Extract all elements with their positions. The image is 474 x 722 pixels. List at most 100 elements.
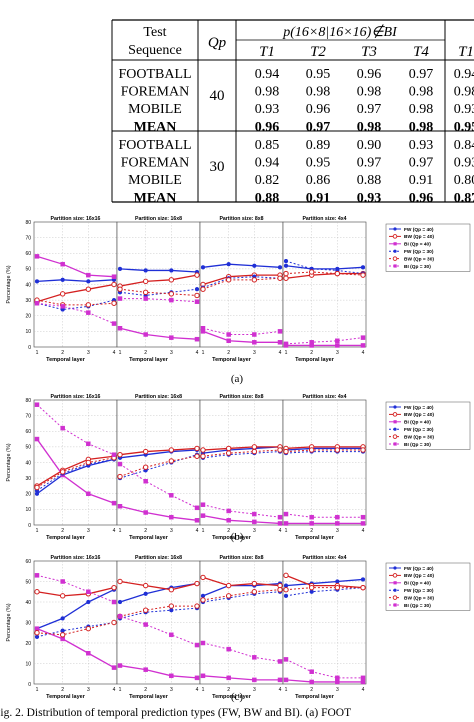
- series-line-BI30: [119, 463, 198, 509]
- data-point-BI40: [194, 675, 200, 681]
- table-cell: 0.88: [255, 191, 280, 206]
- data-point-BI30: [194, 505, 200, 511]
- data-point-BI30: [169, 297, 174, 303]
- header-col-4: T4: [413, 44, 429, 60]
- series-line-FW30: [285, 587, 364, 597]
- data-point-BW30: [251, 448, 258, 455]
- data-point-BI40: [309, 521, 314, 526]
- series-line-BI40: [119, 505, 198, 521]
- data-point-BI30: [226, 508, 231, 514]
- legend-entry: BI (Qp = 30): [404, 603, 431, 609]
- series-line-BW30: [119, 605, 197, 617]
- data-point-BW30: [283, 448, 289, 455]
- data-point-BI30: [283, 657, 289, 662]
- legend-entry: BI (Qp = 30): [404, 264, 431, 270]
- y-tick-label: 0: [28, 345, 31, 351]
- series-line-BW40: [202, 576, 281, 587]
- panel-2: Partition size: 16x8 1 2 3 4 Temporal layer: [116, 555, 201, 700]
- series-line-BW40: [202, 274, 280, 286]
- legend-swatch-marker: [393, 588, 397, 592]
- table-cell: 0.98: [357, 120, 382, 135]
- x-tick-label: 4: [362, 350, 365, 356]
- legend-entry: FW (Qp = 30): [404, 588, 434, 594]
- data-point-BW30: [168, 458, 175, 464]
- series-line-BW30: [202, 449, 281, 457]
- data-point-BI40: [60, 636, 65, 642]
- results-table-svg: Test Sequence Qp p(16×8|16×16)∉BI T1 T2 T3 T4 T1…: [111, 19, 474, 206]
- data-point-BW30: [277, 447, 283, 453]
- table-cell: 0.96: [255, 120, 280, 135]
- x-axis-label: Temporal layer: [295, 535, 335, 541]
- data-point-BW40: [168, 277, 175, 283]
- series-line-BI30: [36, 404, 115, 456]
- figure-caption: Fig. 2. Distribution of temporal predict…: [0, 707, 351, 719]
- x-tick-label: 1: [119, 528, 122, 534]
- row-sequence: MOBILE: [128, 173, 182, 188]
- table-cell: 0.97: [409, 67, 434, 82]
- legend-entry: BW (Qp = 30): [404, 256, 434, 262]
- data-point-BW30: [117, 286, 123, 292]
- legend-entry: FW (Qp = 30): [404, 427, 434, 433]
- legend-swatch-marker: [393, 427, 397, 431]
- table-cell: 0.97: [409, 156, 434, 171]
- series-line-FW30: [285, 260, 364, 275]
- x-tick-label: 2: [144, 528, 147, 534]
- x-axis-label: Temporal layer: [129, 694, 169, 700]
- panel-title: Partition size: 4x4: [302, 216, 346, 222]
- data-point-BI30: [111, 321, 117, 326]
- data-point-BW30: [334, 270, 341, 277]
- table-cell: 0.80: [454, 173, 474, 188]
- panel-title: Partition size: 8x8: [219, 555, 263, 561]
- x-tick-label: 1: [36, 687, 39, 693]
- x-tick-label: 1: [202, 528, 205, 534]
- data-point-BW30: [142, 607, 149, 613]
- x-axis-label: Temporal layer: [212, 535, 252, 541]
- data-point-BW40: [194, 445, 200, 452]
- legend-box: [385, 401, 471, 450]
- data-point-BI40: [360, 679, 366, 685]
- table-cell: 0.98: [306, 85, 331, 100]
- panel-title: Partition size: 8x8: [219, 394, 263, 400]
- table-cell: 0.96: [409, 191, 434, 206]
- x-axis-label: Temporal layer: [295, 357, 335, 363]
- data-point-BI30: [34, 402, 40, 407]
- table-cell: 0.91: [409, 173, 434, 188]
- data-point-BI40: [335, 679, 340, 685]
- data-point-BW40: [168, 447, 175, 453]
- panel-title: Partition size: 16x8: [135, 555, 182, 561]
- data-point-BW40: [34, 589, 40, 595]
- qp-value-40: 40: [210, 88, 225, 104]
- legend-entry: BI (Qp = 40): [404, 242, 431, 248]
- legend-swatch-marker: [393, 420, 397, 424]
- y-tick-label: 40: [25, 282, 31, 288]
- series-line-BW40: [119, 274, 198, 287]
- data-point-BW30: [200, 597, 206, 603]
- series-line-FW30: [202, 591, 281, 603]
- data-point-BI30: [252, 332, 257, 337]
- legend-box: [385, 562, 471, 611]
- table-cell: 0.82: [255, 173, 280, 188]
- data-point-BW40: [111, 281, 117, 288]
- legend-swatch-marker: [393, 264, 397, 268]
- data-point-BI40: [277, 340, 283, 345]
- y-tick-label: 80: [25, 220, 31, 226]
- data-point-BI40: [117, 326, 123, 331]
- series-line-FW30: [202, 451, 281, 459]
- x-tick-label: 1: [119, 687, 122, 693]
- series-line-FW40: [285, 447, 363, 451]
- results-table: Test Sequence Qp p(16×8|16×16)∉BI T1 T2 T3 T4 T1…: [0, 0, 474, 210]
- legend-swatch-marker: [392, 234, 398, 239]
- series-line-FW40: [119, 449, 198, 459]
- table-cell: 0.98: [409, 85, 434, 100]
- y-tick-label: 70: [25, 413, 31, 419]
- qp-value-30: 30: [210, 159, 225, 175]
- legend-swatch-marker: [393, 405, 397, 409]
- x-tick-label: 2: [61, 350, 64, 356]
- y-tick-label: 30: [25, 298, 31, 304]
- y-tick-label: 30: [25, 476, 31, 482]
- series-line-FW30: [36, 458, 115, 492]
- x-tick-label: 4: [279, 528, 282, 534]
- legend-swatch-marker: [393, 442, 397, 446]
- panel-2: Partition size: 16x8 1 2 3 4 Temporal layer: [116, 394, 201, 541]
- table-cell: 0.88: [357, 173, 382, 188]
